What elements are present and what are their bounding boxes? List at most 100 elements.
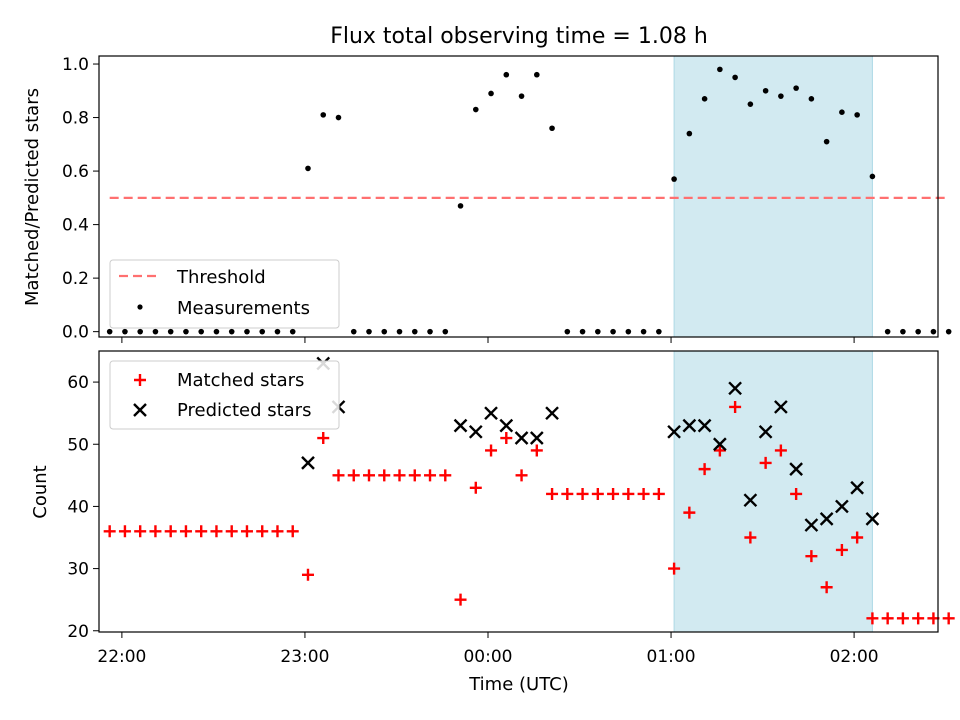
- measurement-point: [823, 138, 830, 145]
- measurement-point: [305, 165, 311, 172]
- measurement-point: [457, 203, 464, 209]
- matched-point: [179, 525, 192, 538]
- matched-point: [195, 525, 208, 538]
- y-tick-label: 40: [67, 497, 89, 517]
- measurement-point: [442, 328, 449, 335]
- measurement-point: [518, 93, 525, 99]
- matched-point: [576, 487, 589, 500]
- y-tick-label: 30: [67, 560, 89, 580]
- top-ylabel: Matched/Predicted stars: [22, 88, 43, 306]
- x-axis-label: Time (UTC): [468, 674, 569, 695]
- measurement-point: [274, 328, 281, 335]
- matched-point: [744, 531, 757, 544]
- y-tick-label: 0.4: [62, 216, 89, 236]
- measurement-point: [610, 328, 616, 335]
- predicted-point: [301, 456, 315, 470]
- measurement-point: [503, 71, 510, 78]
- matched-legend-swatch: [134, 374, 146, 386]
- matched-point: [271, 525, 284, 538]
- predicted-point: [835, 499, 849, 514]
- bottom-panel: 20 30 40 50 60 Count Matched stars Predicted…: [30, 350, 955, 642]
- predicted-point: [453, 418, 468, 433]
- measurement-point: [396, 328, 403, 335]
- matched-point: [439, 469, 452, 482]
- measurement-point: [884, 328, 891, 335]
- measurement-point: [381, 328, 388, 335]
- matched-point: [485, 444, 498, 457]
- matched-point: [546, 487, 559, 500]
- bottom-legend: Matched stars Predicted stars: [109, 360, 340, 430]
- matched-point: [622, 487, 635, 500]
- measurement-point: [534, 71, 540, 78]
- predicted-point: [850, 480, 864, 495]
- measurement-point: [366, 328, 372, 335]
- measurement-point: [793, 85, 799, 91]
- measurement-point: [228, 328, 235, 335]
- predicted-point: [789, 462, 803, 476]
- matched-point: [363, 469, 376, 482]
- measurement-point: [930, 328, 937, 335]
- bottom-ylabel: Count: [30, 465, 51, 518]
- matched-point: [530, 444, 543, 457]
- matched-point: [149, 525, 162, 538]
- matched-point: [317, 432, 330, 445]
- matched-point: [424, 469, 437, 482]
- measurement-point: [137, 328, 143, 335]
- y-tick-label: 60: [67, 373, 89, 393]
- matched-point: [301, 568, 314, 581]
- matched-point: [881, 612, 894, 625]
- matched-point: [912, 612, 925, 625]
- measurement-point: [717, 66, 723, 73]
- count-points: [103, 356, 955, 625]
- y-tick-label: 1.0: [62, 55, 89, 75]
- measurement-point: [335, 114, 342, 121]
- x-tick-label: 02:00: [830, 647, 879, 667]
- matched-point: [515, 469, 528, 482]
- bottom-axes: 20 30 40 50 60: [67, 373, 99, 642]
- measurement-point: [656, 328, 662, 335]
- measurement-point: [106, 328, 113, 335]
- predicted-point: [468, 424, 483, 439]
- measurements-legend-swatch: [137, 304, 143, 310]
- matched-point: [683, 506, 696, 519]
- matched-point: [896, 612, 909, 625]
- matched-point: [469, 481, 482, 494]
- matched-point: [866, 612, 879, 625]
- matched-point: [393, 469, 406, 482]
- predicted-point: [529, 431, 544, 445]
- matched-point: [698, 463, 711, 476]
- measurement-point: [549, 125, 555, 132]
- measurement-point: [778, 93, 784, 99]
- measurement-point: [213, 328, 220, 335]
- measurement-point: [427, 328, 433, 335]
- y-tick-label: 0.8: [62, 109, 89, 129]
- predicted-point: [743, 493, 758, 508]
- observing-span-top: [673, 55, 873, 338]
- measurement-point: [900, 328, 906, 335]
- matched-point: [561, 487, 574, 500]
- measurement-point: [732, 74, 738, 81]
- matched-point: [240, 525, 253, 538]
- matched-point: [942, 612, 955, 625]
- measurement-point: [625, 328, 632, 335]
- predicted-point: [484, 406, 498, 421]
- measurements-legend-label: Measurements: [177, 298, 310, 319]
- measurement-point: [579, 328, 586, 335]
- predicted-legend-swatch: [133, 403, 147, 417]
- threshold-legend-label: Threshold: [176, 267, 266, 288]
- matched-point: [256, 525, 269, 538]
- matched-point: [607, 487, 620, 500]
- measurement-point: [289, 328, 296, 335]
- predicted-point: [865, 512, 880, 526]
- measurement-point: [320, 112, 327, 118]
- matched-point: [820, 581, 833, 594]
- predicted-point: [728, 381, 742, 396]
- predicted-point: [713, 437, 727, 452]
- top-panel: 0.0 0.2 0.4 0.6 0.8 1.0 Matched/Predicted sta…: [22, 55, 952, 343]
- matched-point: [774, 444, 787, 457]
- y-tick-label: 0.2: [62, 269, 89, 289]
- x-tick-label: 00:00: [463, 647, 512, 667]
- measurement-point: [167, 328, 174, 335]
- matched-point: [347, 469, 360, 482]
- measurement-point: [915, 328, 921, 335]
